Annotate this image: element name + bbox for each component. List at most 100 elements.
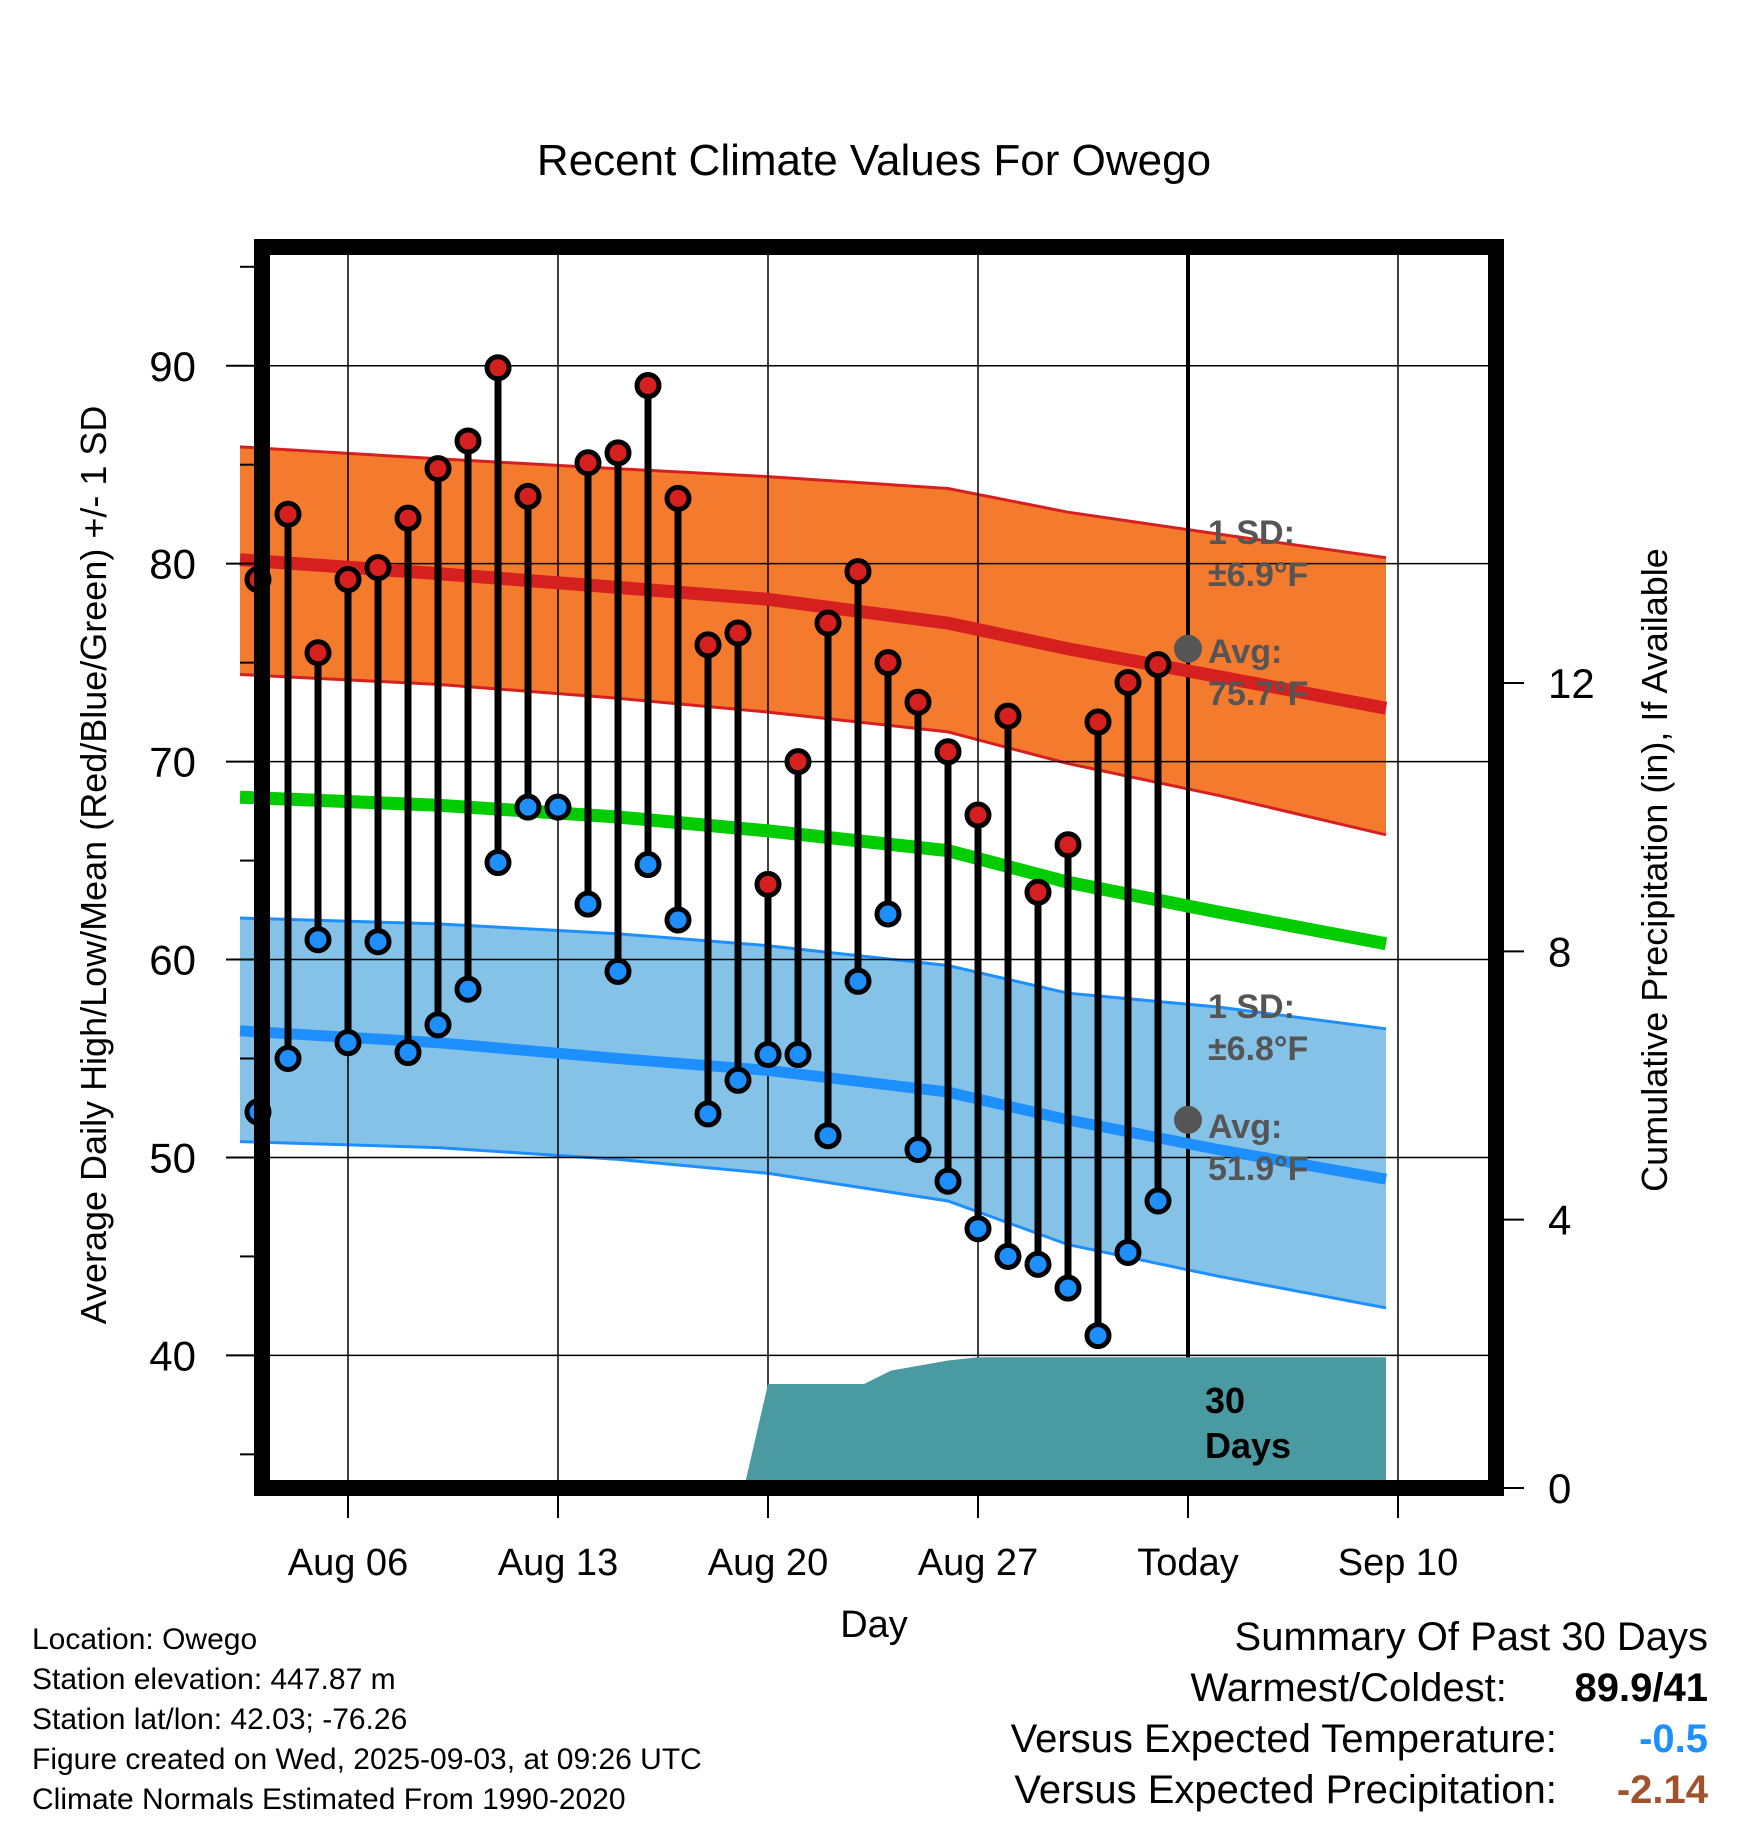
daily-low-point (304, 926, 332, 954)
daily-high-point (1024, 878, 1052, 906)
y-axis-label: Average Daily High/Low/Mean (Red/Blue/Gr… (73, 406, 114, 1325)
low-normal-line (239, 1025, 1387, 1185)
daily-low-point (1024, 1250, 1052, 1278)
y2-tick-label: 4 (1548, 1197, 1571, 1244)
y2-axis-label: Cumulative Precipitation (in), If Availa… (1634, 548, 1675, 1192)
x-tick-label: Sep 10 (1338, 1542, 1458, 1584)
daily-high-point (454, 427, 482, 455)
daily-low-point (754, 1041, 782, 1069)
daily-low-point (964, 1215, 992, 1243)
daily-high-point (1084, 708, 1112, 736)
x-tick-label: Aug 13 (498, 1542, 618, 1584)
daily-high-point (274, 500, 302, 528)
daily-high-point (724, 619, 752, 647)
warm-cold-value: 89.9/41 (1574, 1666, 1708, 1710)
station-info: Location: Owego Station elevation: 447.8… (32, 1620, 702, 1820)
daily-low-point (454, 975, 482, 1003)
daily-low-point (274, 1044, 302, 1072)
daily-low-point (484, 849, 512, 877)
summary-warm-cold-row: Warmest/Coldest: 89.9/41 (1011, 1663, 1709, 1714)
precip-days-unit: Days (1205, 1425, 1291, 1466)
daily-high-point (604, 439, 632, 467)
daily-high-point (754, 870, 782, 898)
daily-low-point (844, 967, 872, 995)
daily-high-point (844, 558, 872, 586)
daily-low-point (664, 906, 692, 934)
summary-panel: Summary Of Past 30 Days Warmest/Coldest:… (1011, 1612, 1708, 1816)
y-tick-label: 50 (149, 1134, 196, 1181)
axes: 40 50 60 70 80 90 0 4 8 12 Aug 06 Aug 13 Aug 20 Aug 2… (149, 265, 1595, 1584)
summary-title: Summary Of Past 30 Days (1234, 1615, 1708, 1659)
daily-low-point (934, 1167, 962, 1195)
x-tick-label: Aug 20 (708, 1542, 828, 1584)
high-avg-label: Avg: (1208, 633, 1282, 671)
temp-value: -0.5 (1639, 1717, 1708, 1761)
daily-high-point (424, 455, 452, 483)
today-low-avg-marker (1174, 1105, 1202, 1134)
low-sd-label: 1 SD: (1208, 988, 1295, 1026)
daily-low-point (364, 928, 392, 956)
daily-low-point (634, 851, 662, 879)
daily-low-point (784, 1041, 812, 1069)
info-location: Location: Owego (32, 1623, 258, 1656)
daily-high-point (574, 449, 602, 477)
y-tick-label: 80 (149, 541, 196, 588)
daily-high-point (304, 639, 332, 667)
daily-low-point (574, 890, 602, 918)
info-elevation: Station elevation: 447.87 m (32, 1663, 396, 1696)
daily-high-point (484, 354, 512, 382)
daily-low-point (994, 1242, 1022, 1270)
low-avg-value: 51.9°F (1208, 1150, 1309, 1188)
high-sd-value: ±6.9°F (1208, 556, 1308, 594)
daily-low-point (814, 1122, 842, 1150)
x-tick-label-today: Today (1137, 1542, 1238, 1584)
precipitation-area (744, 1357, 1386, 1488)
low-avg-label: Avg: (1208, 1108, 1282, 1146)
grid-lines (262, 247, 1496, 1488)
daily-high-point (994, 702, 1022, 730)
daily-low-point (424, 1011, 452, 1039)
daily-low-point (1144, 1187, 1172, 1215)
daily-high-point (334, 566, 362, 594)
y-tick-label: 90 (149, 343, 196, 390)
y2-tick-label: 0 (1548, 1465, 1571, 1512)
precip-area (744, 1357, 1386, 1488)
x-tick-label: Aug 27 (918, 1542, 1038, 1584)
x-tick-label: Aug 06 (288, 1542, 408, 1584)
precip-value: -2.14 (1616, 1768, 1708, 1812)
daily-high-point (634, 372, 662, 400)
temp-label: Versus Expected Temperature: (1010, 1717, 1557, 1761)
daily-high-point (964, 801, 992, 829)
daily-low-point (334, 1029, 362, 1057)
daily-high-point (514, 482, 542, 510)
y-tick-label: 60 (149, 937, 196, 984)
y2-tick-label: 8 (1548, 928, 1571, 975)
daily-high-point (694, 631, 722, 659)
daily-low-point (1114, 1238, 1142, 1266)
daily-high-point (784, 748, 812, 776)
daily-range-stems (254, 367, 1162, 1336)
warm-cold-label: Warmest/Coldest: (1190, 1666, 1507, 1710)
daily-low-point (394, 1039, 422, 1067)
daily-low-point (1084, 1322, 1112, 1350)
chart-title: Recent Climate Values For Owego (537, 136, 1211, 185)
daily-low-point (1054, 1274, 1082, 1302)
daily-low-point (874, 900, 902, 928)
info-normals: Climate Normals Estimated From 1990-2020 (32, 1783, 626, 1816)
summary-temp-row: Versus Expected Temperature: -0.5 (1011, 1714, 1708, 1765)
low-sd-value: ±6.8°F (1208, 1030, 1308, 1068)
daily-low-point (544, 793, 572, 821)
daily-low-point (514, 793, 542, 821)
y2-tick-label: 12 (1548, 660, 1595, 707)
daily-high-point (1114, 668, 1142, 696)
daily-low-point (694, 1100, 722, 1128)
daily-high-point (664, 484, 692, 512)
info-latlon: Station lat/lon: 42.03; -76.26 (32, 1703, 408, 1736)
info-created: Figure created on Wed, 2025-09-03, at 09… (32, 1743, 702, 1776)
daily-points (244, 354, 1172, 1350)
daily-high-point (1054, 831, 1082, 859)
y-tick-label: 70 (149, 739, 196, 786)
daily-high-point (364, 554, 392, 582)
high-sd-label: 1 SD: (1208, 514, 1295, 552)
